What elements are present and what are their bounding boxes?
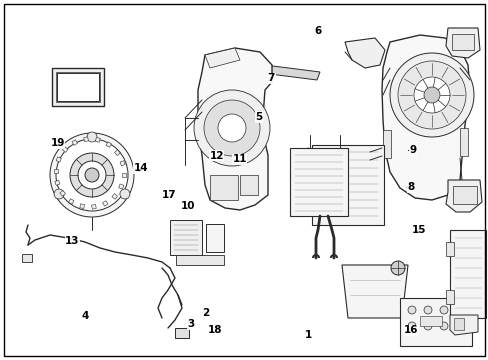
Bar (399, 298, 471, 346)
Circle shape (85, 168, 99, 182)
Polygon shape (198, 48, 271, 210)
Circle shape (50, 133, 134, 217)
Bar (449, 230, 485, 318)
Text: 7: 7 (267, 73, 275, 84)
Circle shape (423, 322, 431, 330)
Bar (56, 157, 61, 162)
Text: 15: 15 (411, 225, 426, 235)
Text: 17: 17 (161, 190, 176, 200)
Circle shape (54, 189, 64, 199)
Text: 5: 5 (255, 112, 262, 122)
Bar (54, 169, 58, 173)
Circle shape (423, 87, 439, 103)
Bar (176, 255, 224, 265)
Bar (57, 73, 99, 101)
Text: 19: 19 (50, 138, 65, 148)
Polygon shape (262, 65, 319, 80)
Text: 16: 16 (403, 325, 417, 336)
Bar (68, 199, 74, 204)
Bar (95, 138, 100, 142)
Polygon shape (449, 315, 477, 335)
Circle shape (203, 100, 260, 156)
Circle shape (78, 161, 106, 189)
Bar (382, 130, 390, 158)
Bar (119, 184, 123, 189)
Bar (60, 190, 65, 196)
Text: 8: 8 (407, 182, 413, 192)
Polygon shape (341, 265, 407, 318)
Circle shape (70, 153, 114, 197)
Bar (451, 34, 473, 50)
Bar (289, 148, 347, 216)
Bar (22, 254, 32, 262)
Text: 11: 11 (232, 154, 246, 164)
Bar (80, 204, 84, 208)
Bar (445, 290, 453, 304)
Text: 9: 9 (409, 145, 416, 156)
Circle shape (413, 77, 449, 113)
Bar (52, 68, 104, 106)
Bar (209, 175, 238, 200)
Polygon shape (445, 28, 479, 58)
Text: 4: 4 (81, 311, 89, 321)
Circle shape (455, 322, 463, 330)
Bar (120, 161, 125, 166)
Bar (311, 145, 383, 225)
Text: 14: 14 (133, 163, 148, 174)
Circle shape (423, 306, 431, 314)
Bar (170, 220, 202, 255)
Text: 3: 3 (187, 319, 194, 329)
Bar (106, 142, 111, 147)
Circle shape (87, 132, 97, 142)
Circle shape (389, 53, 473, 137)
Polygon shape (445, 180, 481, 212)
Bar (112, 194, 117, 199)
Text: 13: 13 (65, 236, 80, 246)
Circle shape (120, 189, 130, 199)
Bar (91, 204, 96, 209)
Bar (55, 180, 60, 185)
Bar (445, 242, 453, 256)
Circle shape (390, 261, 404, 275)
Text: 6: 6 (314, 26, 321, 36)
Text: 1: 1 (304, 330, 311, 340)
Bar (122, 173, 126, 177)
Text: 18: 18 (207, 325, 222, 336)
Bar (459, 128, 467, 156)
Circle shape (194, 90, 269, 166)
Bar (102, 201, 108, 206)
Text: 12: 12 (209, 150, 224, 161)
Bar (419, 316, 441, 326)
Bar (453, 318, 463, 330)
Bar (52, 68, 104, 106)
Polygon shape (381, 35, 469, 200)
Bar (175, 328, 189, 338)
Circle shape (439, 322, 447, 330)
Polygon shape (204, 48, 240, 68)
Bar (452, 186, 476, 204)
Circle shape (439, 306, 447, 314)
Bar (56, 72, 100, 102)
Circle shape (407, 322, 415, 330)
Bar (240, 175, 258, 195)
Polygon shape (345, 38, 384, 68)
Bar (62, 147, 68, 152)
Bar (114, 150, 120, 156)
Text: 2: 2 (202, 308, 208, 318)
Circle shape (218, 114, 245, 142)
Circle shape (407, 306, 415, 314)
Circle shape (397, 61, 465, 129)
Circle shape (455, 306, 463, 314)
Bar (72, 140, 77, 145)
Bar (205, 224, 224, 252)
Circle shape (56, 139, 128, 211)
Bar (83, 137, 88, 141)
Text: 10: 10 (181, 201, 195, 211)
